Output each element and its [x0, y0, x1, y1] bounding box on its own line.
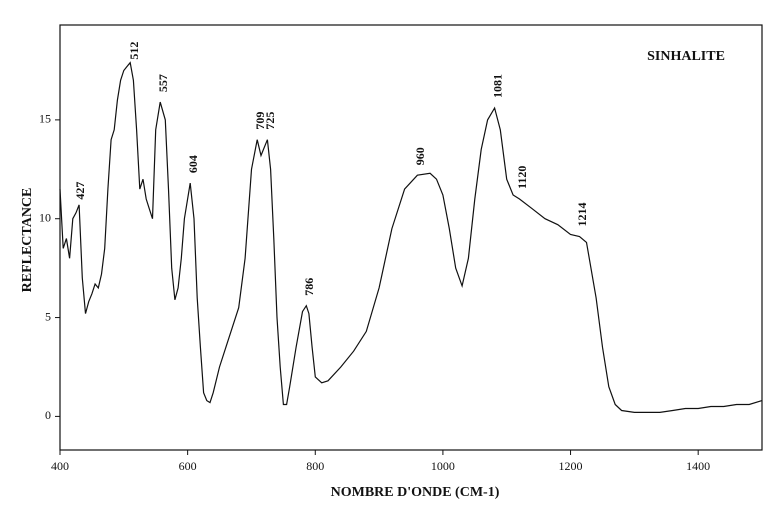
- chart-title: SINHALITE: [647, 49, 725, 64]
- peak-label: 960: [413, 147, 427, 165]
- x-tick-label: 1000: [431, 459, 455, 473]
- x-tick-label: 600: [179, 459, 197, 473]
- x-tick-label: 1200: [559, 459, 583, 473]
- peak-label: 1214: [575, 203, 589, 227]
- y-tick-label: 15: [39, 112, 51, 126]
- peak-label: 557: [156, 74, 170, 92]
- peak-label: 427: [73, 182, 87, 200]
- x-tick-label: 800: [306, 459, 324, 473]
- peak-label: 786: [302, 278, 316, 296]
- spectrum-line: [59, 61, 763, 413]
- plot-frame: [59, 24, 763, 451]
- y-tick-label: 0: [45, 408, 51, 422]
- peak-label: 604: [186, 155, 200, 173]
- x-tick-label: 1400: [686, 459, 710, 473]
- y-tick-label: 10: [39, 210, 51, 224]
- peak-label: 1081: [490, 74, 504, 98]
- x-axis-title: NOMBRE D'ONDE (CM-1): [331, 485, 500, 500]
- peak-label: 1120: [515, 166, 529, 189]
- peak-label: 512: [127, 42, 141, 60]
- peak-label: 709: [253, 112, 267, 130]
- y-axis-title: REFLECTANCE: [20, 188, 35, 293]
- peak-label: 725: [263, 112, 277, 130]
- y-tick-label: 5: [45, 309, 51, 323]
- x-tick-label: 400: [51, 459, 69, 473]
